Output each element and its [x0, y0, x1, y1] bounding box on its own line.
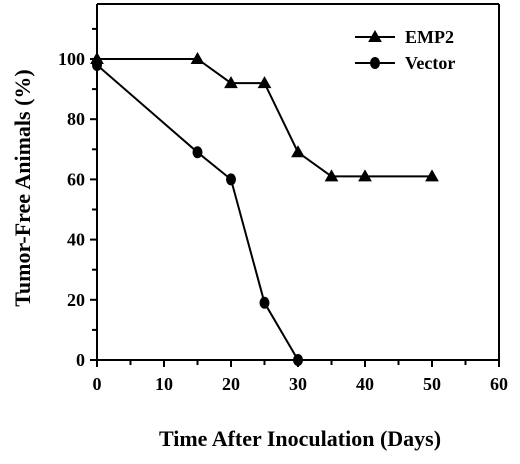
- data-point-emp2: [190, 51, 205, 64]
- y-tick-label: 60: [67, 169, 85, 189]
- data-point-emp2: [257, 76, 272, 89]
- legend: EMP2 Vector: [355, 27, 455, 73]
- y-tick-label: 100: [58, 49, 85, 69]
- legend-marker-vector: [370, 57, 380, 69]
- legend-marker-emp2: [368, 29, 382, 42]
- x-axis-title: Time After Inoculation (Days): [159, 426, 441, 451]
- y-tick-label: 20: [67, 290, 85, 310]
- series-emp2: [90, 51, 439, 182]
- data-point-emp2: [425, 169, 439, 182]
- x-tick-label: 0: [93, 374, 102, 394]
- series-layer: [90, 51, 439, 366]
- y-tick-label: 80: [67, 109, 85, 129]
- data-point-vector: [226, 173, 236, 186]
- axes: 0 20 40 60 80 100 0 10 20 30 40 50 60: [58, 3, 508, 394]
- series-line-vector: [96, 64, 299, 361]
- data-point-emp2: [324, 169, 339, 182]
- x-tick-label: 20: [222, 374, 240, 394]
- legend-label-vector: Vector: [405, 53, 455, 73]
- x-tick-label: 10: [155, 374, 173, 394]
- data-point-vector: [192, 146, 203, 159]
- y-tick-label: 40: [67, 230, 85, 250]
- data-point-vector: [293, 354, 303, 366]
- data-point-vector: [92, 59, 102, 72]
- legend-item-emp2: EMP2: [355, 27, 454, 47]
- x-tick-label: 30: [289, 374, 307, 394]
- x-tick-label: 60: [490, 374, 508, 394]
- legend-label-emp2: EMP2: [405, 27, 454, 47]
- x-tick-label: 50: [423, 374, 441, 394]
- series-vector: [92, 59, 303, 366]
- legend-item-vector: Vector: [355, 53, 455, 73]
- y-axis-title: Tumor-Free Animals (%): [10, 69, 35, 307]
- x-tick-label: 40: [356, 374, 374, 394]
- y-tick-label: 0: [76, 350, 85, 370]
- data-point-vector: [259, 296, 270, 309]
- data-point-emp2: [358, 169, 372, 182]
- data-point-emp2: [224, 76, 238, 89]
- data-point-emp2: [291, 145, 305, 158]
